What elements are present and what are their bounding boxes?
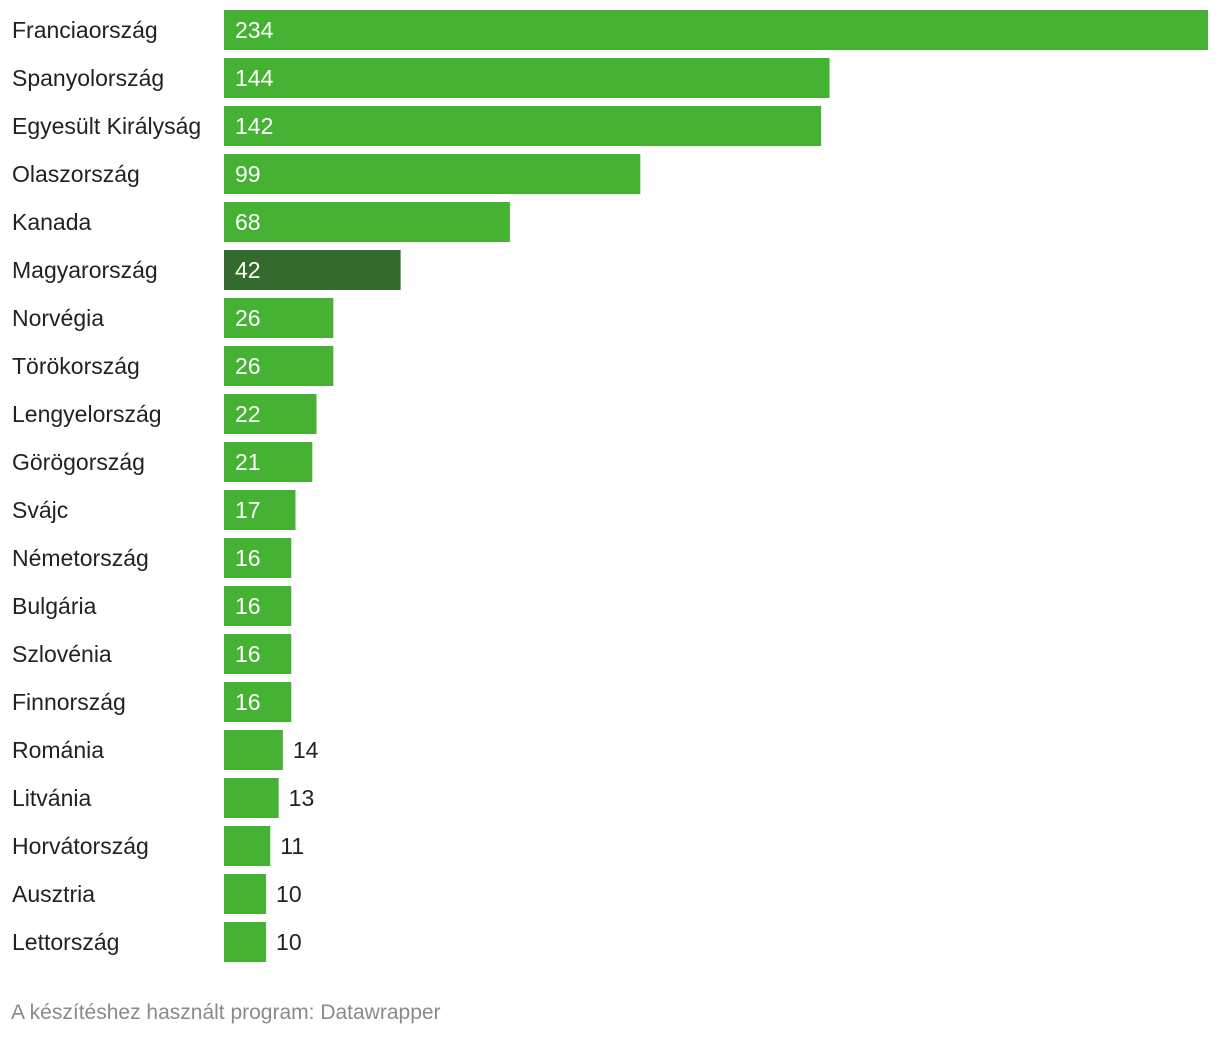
value-label: 21 [235, 449, 261, 475]
category-label: Lettország [12, 929, 119, 955]
value-label: 17 [235, 497, 261, 523]
bar [224, 10, 1208, 50]
bar [224, 250, 401, 290]
category-label: Bulgária [12, 593, 97, 619]
value-label: 26 [235, 305, 261, 331]
bar [224, 298, 334, 338]
credit-footer: A készítéshez használt program: Datawrap… [11, 1001, 441, 1024]
bar [224, 490, 296, 530]
value-label: 26 [235, 353, 261, 379]
category-label: Olaszország [12, 161, 140, 187]
category-label: Ausztria [12, 881, 95, 907]
category-label: Svájc [12, 497, 68, 523]
value-label: 68 [235, 209, 261, 235]
value-label: 234 [235, 17, 274, 43]
category-label: Horvátország [12, 833, 149, 859]
bar [224, 442, 313, 482]
value-label: 42 [235, 257, 261, 283]
category-label: Spanyolország [12, 65, 164, 91]
value-label: 16 [235, 641, 261, 667]
bar [224, 682, 292, 722]
category-label: Törökország [12, 353, 140, 379]
category-label: Magyarország [12, 257, 158, 283]
category-label: Egyesült Királyság [12, 113, 201, 139]
bar [224, 538, 292, 578]
bar [224, 154, 641, 194]
value-label: 14 [293, 737, 319, 763]
bar [224, 106, 822, 146]
category-label: Kanada [12, 209, 92, 235]
category-label: Lengyelország [12, 401, 162, 427]
bar [224, 394, 317, 434]
category-label: Franciaország [12, 17, 158, 43]
bar-chart: Franciaország 234 Spanyolország 144 Egyesült… [12, 10, 1208, 962]
category-label: Görögország [12, 449, 145, 475]
value-label: 144 [235, 65, 274, 91]
bar [224, 730, 283, 770]
bar [224, 346, 334, 386]
value-label: 22 [235, 401, 261, 427]
category-label: Románia [12, 737, 104, 763]
bar [224, 58, 830, 98]
value-label: 11 [280, 833, 304, 859]
category-label: Finnország [12, 689, 126, 715]
bar [224, 634, 292, 674]
category-label: Litvánia [12, 785, 91, 811]
bar [224, 586, 292, 626]
category-label: Németország [12, 545, 149, 571]
value-label: 16 [235, 593, 261, 619]
category-label: Norvégia [12, 305, 104, 331]
value-label: 13 [289, 785, 315, 811]
bar [224, 874, 267, 914]
value-label: 16 [235, 689, 261, 715]
category-label: Szlovénia [12, 641, 112, 667]
bar [224, 826, 271, 866]
bar [224, 778, 279, 818]
value-label: 99 [235, 161, 261, 187]
bar [224, 202, 510, 242]
value-label: 10 [276, 881, 302, 907]
value-label: 10 [276, 929, 302, 955]
value-label: 16 [235, 545, 261, 571]
bar [224, 922, 267, 962]
value-label: 142 [235, 113, 273, 139]
